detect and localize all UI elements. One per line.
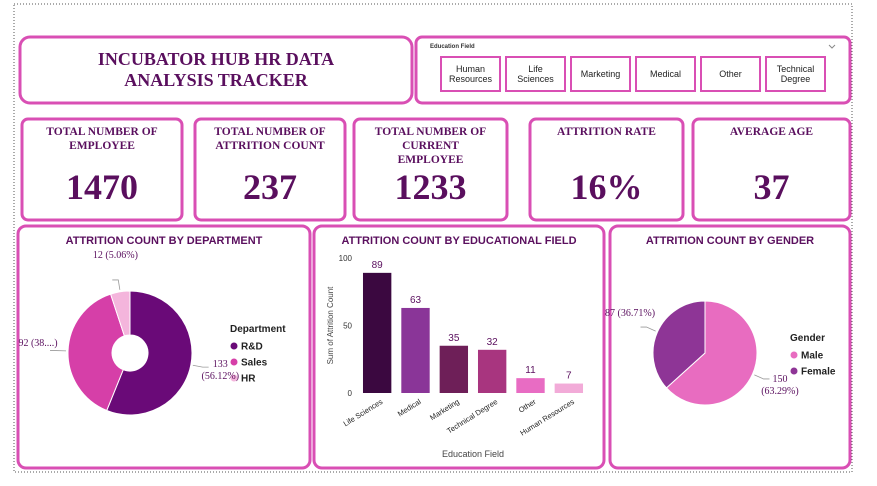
card-value: 1233	[394, 167, 467, 207]
legend-label: Sales	[241, 358, 268, 369]
card-value: 16%	[570, 167, 643, 207]
data-label: 35	[448, 333, 460, 344]
slicer-option[interactable]: Other	[700, 56, 761, 92]
slicer-option[interactable]: Technical Degree	[765, 56, 826, 92]
y-tick-label: 0	[348, 389, 353, 398]
leader-line	[754, 374, 770, 380]
legend-marker	[790, 351, 798, 359]
bar	[516, 378, 545, 393]
legend-marker	[230, 358, 238, 366]
card-label: AVERAGE AGE	[729, 126, 814, 138]
slicer-option[interactable]: Human Resources	[440, 56, 501, 92]
legend-marker	[230, 374, 238, 382]
legend-label: Female	[801, 367, 836, 378]
data-label: 11	[525, 365, 536, 376]
card-panel	[193, 117, 347, 222]
card-label: TOTAL NUMBER OF ATTRITION COUNT	[214, 126, 326, 152]
card-value: 1470	[66, 167, 138, 207]
data-label: 63	[410, 295, 422, 306]
card-panel	[20, 117, 184, 222]
data-label: 87 (36.71%)	[605, 307, 656, 319]
card-panel	[691, 117, 852, 222]
slicer-option[interactable]: Life Sciences	[505, 56, 566, 92]
dashboard-title: INCUBATOR HUB HR DATA ANALYSIS TRACKER	[97, 49, 335, 90]
legend-label: HR	[241, 374, 256, 385]
data-label: 133 (56.12%)	[201, 358, 240, 382]
y-tick-label: 100	[339, 254, 353, 263]
legend-title: Gender	[790, 333, 825, 344]
card-value: 237	[243, 167, 297, 207]
bar	[554, 383, 584, 393]
legend-marker	[790, 367, 798, 375]
bar	[401, 307, 430, 393]
card-label: TOTAL NUMBER OF EMPLOYEE	[46, 126, 158, 152]
slicer-label: Education Field	[430, 44, 475, 50]
legend-marker	[230, 342, 238, 350]
slice	[106, 290, 193, 416]
slice	[109, 290, 131, 337]
legend-label: Male	[801, 351, 824, 362]
y-axis-title: Sum of Attrition Count	[326, 286, 335, 365]
card-label: ATTRITION RATE	[557, 126, 656, 138]
bar	[362, 272, 392, 393]
card-value: 37	[753, 167, 790, 207]
card-label: TOTAL NUMBER OF CURRENT EMPLOYEE	[374, 126, 487, 166]
data-label: 92 (38....)	[18, 337, 58, 349]
slice	[67, 293, 126, 412]
slicer-option[interactable]: Marketing	[570, 56, 631, 92]
data-label: 7	[566, 371, 572, 382]
slicer-panel	[414, 35, 852, 105]
legend-label: R&D	[241, 342, 263, 353]
data-label: 12 (5.06%)	[92, 250, 138, 262]
leader-line	[112, 279, 121, 290]
dropdown-icon[interactable]	[828, 44, 836, 49]
chart-title: ATTRITION COUNT BY GENDER	[646, 235, 814, 247]
bar	[477, 349, 507, 393]
y-tick-label: 50	[343, 322, 352, 331]
x-axis-title: Education Field	[442, 449, 504, 459]
title-panel	[18, 35, 414, 105]
legend-title: Department	[230, 324, 286, 335]
page-frame	[13, 3, 853, 473]
card-panel	[528, 117, 685, 222]
chart-title: ATTRITION COUNT BY DEPARTMENT	[66, 235, 263, 247]
leader-line	[640, 326, 656, 332]
data-label: 150 (63.29%)	[761, 374, 799, 398]
slicer-option[interactable]: Medical	[635, 56, 696, 92]
slice	[652, 300, 706, 389]
chart-title: ATTRITION COUNT BY EDUCATIONAL FIELD	[341, 235, 576, 247]
slice	[665, 300, 758, 406]
data-label: 32	[487, 337, 499, 348]
data-label: 89	[372, 260, 384, 271]
bar	[439, 345, 469, 393]
leader-line	[192, 364, 209, 368]
card-panel	[352, 117, 509, 222]
